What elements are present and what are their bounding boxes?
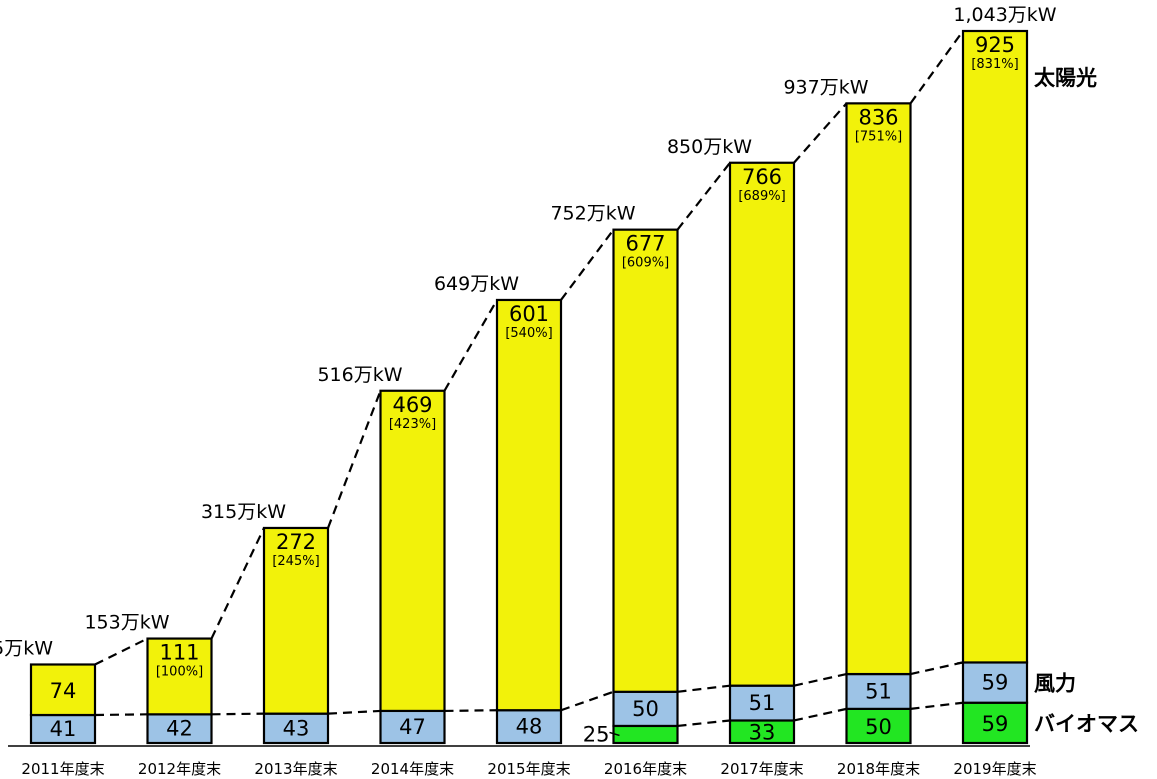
value-label-solar-6: 677 <box>625 232 665 256</box>
x-tick-label-9: 2019年度末 <box>953 760 1036 778</box>
value-label-wind-2: 42 <box>166 717 193 741</box>
percent-label-solar-6: [609%] <box>622 256 669 271</box>
total-label-2: 153万kW <box>84 612 169 634</box>
value-label-wind-4: 47 <box>399 715 426 739</box>
connector-wind-2 <box>211 712 265 716</box>
bar-solar-8 <box>845 102 912 676</box>
labels: 41 74 115万kW 2011年度末 42 111[100%] 153万kW 2012年度… <box>0 4 1057 778</box>
bar-wind-5 <box>495 709 563 745</box>
percent-label-solar-4: [423%] <box>389 417 436 432</box>
x-tick-label-5: 2015年度末 <box>487 760 570 778</box>
bar-solar-4 <box>379 389 446 713</box>
value-label-solar-1: 74 <box>50 679 77 703</box>
connector-total-5 <box>560 228 615 301</box>
bar-solar-5 <box>495 298 563 712</box>
total-label-8: 937万kW <box>783 76 868 98</box>
bar-solar-9 <box>961 29 1029 664</box>
legend-solar: 太陽光 <box>1034 66 1097 90</box>
total-label-9: 1,043万kW <box>953 4 1056 26</box>
value-leader-biomass-6 <box>609 731 620 737</box>
percent-label-solar-5: [540%] <box>505 326 552 341</box>
x-tick-label-6: 2016年度末 <box>604 760 687 778</box>
connector-wind-5 <box>560 690 614 712</box>
value-label-wind-1: 41 <box>50 717 77 741</box>
bar-wind-3 <box>262 712 330 745</box>
value-label-wind-3: 43 <box>283 716 310 740</box>
x-tick-label-7: 2017年度末 <box>720 760 803 778</box>
value-label-solar-2: 111 <box>159 641 199 665</box>
x-tick-label-3: 2013年度末 <box>254 760 337 778</box>
bar-solar-2 <box>146 637 213 716</box>
x-tick-label-1: 2011年度末 <box>21 760 104 778</box>
value-label-solar-4: 469 <box>392 393 432 417</box>
percent-label-solar-8: [751%] <box>855 129 902 144</box>
connector-wind-3 <box>327 709 381 715</box>
connector-total-6 <box>676 162 731 231</box>
bar-solar-3 <box>262 526 330 715</box>
percent-label-solar-9: [831%] <box>971 57 1018 72</box>
bar-biomass-6 <box>612 724 679 745</box>
connector-biomass-8 <box>910 701 964 710</box>
value-label-solar-8: 836 <box>858 105 898 129</box>
connector-total-3 <box>326 390 382 529</box>
percent-label-solar-3: [245%] <box>272 554 319 569</box>
connector-wind-4 <box>444 709 498 713</box>
value-label-solar-7: 766 <box>742 165 782 189</box>
connector-lines <box>94 30 964 728</box>
connector-wind-8 <box>910 661 964 676</box>
bar-wind-8 <box>845 672 912 710</box>
value-label-solar-3: 272 <box>276 530 316 554</box>
value-label-biomass-9: 59 <box>982 712 1009 736</box>
value-label-wind-6: 50 <box>632 697 659 721</box>
value-label-wind-5: 48 <box>516 715 543 739</box>
connector-wind-1 <box>94 713 148 717</box>
total-label-3: 315万kW <box>201 501 286 523</box>
connector-total-8 <box>909 30 964 105</box>
connector-wind-7 <box>793 672 847 687</box>
x-tick-label-4: 2014年度末 <box>371 760 454 778</box>
connector-total-4 <box>443 299 498 392</box>
bar-wind-1 <box>29 713 97 745</box>
connector-biomass-6 <box>677 719 731 728</box>
bar-biomass-8 <box>845 707 912 745</box>
value-label-wind-9: 59 <box>982 671 1009 695</box>
bar-solar-6 <box>612 228 679 693</box>
connector-wind-6 <box>677 684 731 693</box>
bar-wind-2 <box>146 713 213 745</box>
bar-wind-4 <box>379 709 446 745</box>
value-label-wind-8: 51 <box>865 679 892 703</box>
value-label-biomass-8: 50 <box>865 715 892 739</box>
value-label-solar-9: 925 <box>975 33 1015 57</box>
value-label-wind-7: 51 <box>749 691 776 715</box>
total-label-1: 115万kW <box>0 637 53 659</box>
value-label-biomass-7: 33 <box>749 721 776 745</box>
connector-total-1 <box>94 637 148 666</box>
value-label-biomass-6: 25 <box>583 722 610 746</box>
percent-label-solar-7: [689%] <box>738 189 785 204</box>
bar-solar-7 <box>728 161 796 687</box>
bars <box>29 29 1029 745</box>
x-tick-label-2: 2012年度末 <box>138 760 221 778</box>
connector-total-7 <box>793 102 848 164</box>
total-label-6: 752万kW <box>550 203 635 225</box>
value-label-solar-5: 601 <box>509 302 549 326</box>
legend-biomass: バイオマス <box>1034 712 1139 736</box>
connector-total-2 <box>210 527 265 640</box>
x-tick-label-8: 2018年度末 <box>837 760 920 778</box>
bar-wind-6 <box>612 690 679 728</box>
total-label-5: 649万kW <box>434 273 519 295</box>
total-label-4: 516万kW <box>317 364 402 386</box>
legend-wind: 風力 <box>1034 672 1076 696</box>
percent-label-solar-2: [100%] <box>156 665 203 680</box>
bar-solar-1 <box>29 663 97 717</box>
connector-biomass-7 <box>793 707 847 722</box>
total-label-7: 850万kW <box>667 136 752 158</box>
